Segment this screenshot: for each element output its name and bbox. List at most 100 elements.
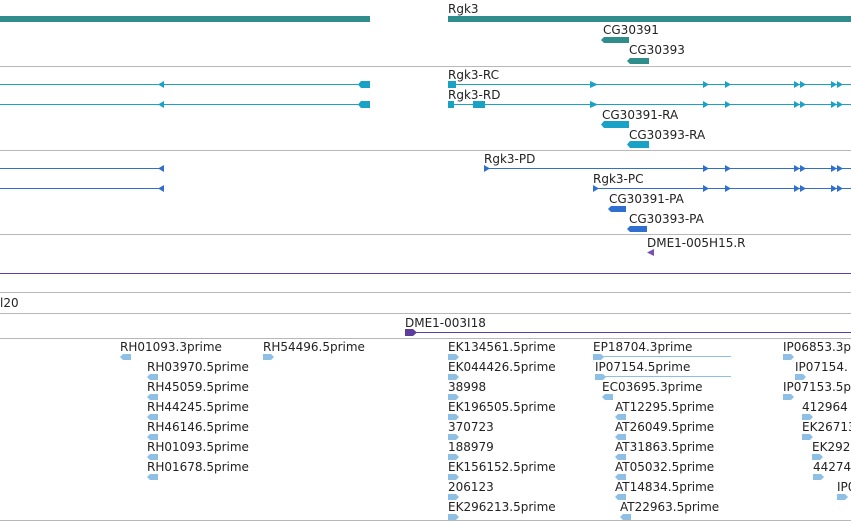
transcript-label-cg30393-ra[interactable]: CG30393-RA xyxy=(629,128,706,142)
est-glyph[interactable] xyxy=(448,434,460,440)
est-label[interactable]: 206123 xyxy=(448,480,494,494)
est-label[interactable]: RH54496.5prime xyxy=(263,340,365,354)
est-label[interactable]: 370723 xyxy=(448,420,494,434)
rgk3-rd-exon-left[interactable] xyxy=(358,101,370,108)
est-glyph[interactable] xyxy=(620,514,632,520)
est-glyph[interactable] xyxy=(795,374,807,380)
est-glyph[interactable] xyxy=(615,414,627,420)
gene-label-rgk3[interactable]: Rgk3 xyxy=(448,2,479,16)
gene-label-cg30391[interactable]: CG30391 xyxy=(603,23,659,37)
est-glyph[interactable] xyxy=(837,494,849,500)
est-label[interactable]: AT22963.5prime xyxy=(620,500,720,514)
est-glyph[interactable] xyxy=(783,394,795,400)
est-label[interactable]: AT05032.5prime xyxy=(615,460,715,474)
est-label[interactable]: RH01093.5prime xyxy=(147,440,249,454)
est-glyph[interactable] xyxy=(147,434,159,440)
est-glyph[interactable] xyxy=(147,374,159,380)
est-glyph[interactable] xyxy=(448,494,460,500)
est-label[interactable]: EK134561.5prime xyxy=(448,340,556,354)
est-glyph[interactable] xyxy=(802,434,814,440)
est-glyph[interactable] xyxy=(595,374,607,380)
est-glyph[interactable] xyxy=(448,414,460,420)
est-label[interactable]: EK292 xyxy=(812,440,851,454)
transcript-label-rgk3-rd[interactable]: Rgk3-RD xyxy=(448,88,501,102)
est-label[interactable]: RH46146.5prime xyxy=(147,420,249,434)
rgk3-rc-exons[interactable] xyxy=(448,81,851,88)
est-glyph[interactable] xyxy=(615,494,627,500)
est-label[interactable]: IP0 xyxy=(837,480,851,494)
transcript-label-cg30391-ra[interactable]: CG30391-RA xyxy=(602,108,679,122)
est-label[interactable]: RH45059.5prime xyxy=(147,380,249,394)
est-label[interactable]: RH44245.5prime xyxy=(147,400,249,414)
est-label[interactable]: AT12295.5prime xyxy=(615,400,715,414)
est-label[interactable]: 38998 xyxy=(448,380,487,394)
est-glyph[interactable] xyxy=(448,514,460,520)
est-glyph[interactable] xyxy=(615,474,627,480)
bac-clone-glyph[interactable] xyxy=(405,329,417,336)
bac-end-glyph[interactable] xyxy=(647,249,655,256)
est-glyph[interactable] xyxy=(147,474,159,480)
est-label[interactable]: AT26049.5prime xyxy=(615,420,715,434)
protein-label-cg30393-pa[interactable]: CG30393-PA xyxy=(629,212,704,226)
rgk3-pd-exons[interactable] xyxy=(484,165,851,172)
est-glyph[interactable] xyxy=(448,394,460,400)
est-glyph[interactable] xyxy=(147,454,159,460)
est-label[interactable]: AT14834.5prime xyxy=(615,480,715,494)
rgk3-pc-exons[interactable] xyxy=(593,185,851,192)
rgk3-rd-exons[interactable] xyxy=(448,101,851,108)
est-glyph[interactable] xyxy=(783,354,795,360)
cg30393-ra-exon[interactable] xyxy=(627,141,651,148)
est-glyph[interactable] xyxy=(120,354,132,360)
est-glyph[interactable] xyxy=(615,454,627,460)
cg30393-gene-glyph[interactable] xyxy=(627,58,651,64)
est-label[interactable]: 412964 xyxy=(802,400,848,414)
est-glyph[interactable] xyxy=(147,394,159,400)
bac-clone-label[interactable]: DME1-003I18 xyxy=(405,316,486,330)
est-label[interactable]: AT31863.5prime xyxy=(615,440,715,454)
est-label[interactable]: EK26713 xyxy=(802,420,851,434)
est-label[interactable]: EK196505.5prime xyxy=(448,400,556,414)
est-glyph[interactable] xyxy=(448,354,460,360)
cg30391-pa-glyph[interactable] xyxy=(608,206,628,212)
est-label[interactable]: IP07153.5p xyxy=(783,380,851,394)
gene-label-cg30393[interactable]: CG30393 xyxy=(629,43,685,57)
arrow-left-icon xyxy=(158,81,164,88)
rgk3-gene-bar-left[interactable] xyxy=(0,16,370,22)
rgk3-rc-exon-left[interactable] xyxy=(358,81,370,88)
est-glyph[interactable] xyxy=(802,414,814,420)
est-label[interactable]: EK156152.5prime xyxy=(448,460,556,474)
est-glyph[interactable] xyxy=(602,394,614,400)
protein-label-cg30391-pa[interactable]: CG30391-PA xyxy=(609,192,684,206)
est-label[interactable]: IP07154. xyxy=(795,360,848,374)
est-label[interactable]: EP18704.3prime xyxy=(593,340,693,354)
est-label[interactable]: EC03695.3prime xyxy=(602,380,703,394)
est-label[interactable]: EK044426.5prime xyxy=(448,360,556,374)
bac-clone-label-partial[interactable]: l20 xyxy=(0,296,19,310)
bac-end-label[interactable]: DME1-005H15.R xyxy=(647,236,746,250)
protein-label-rgk3-pd[interactable]: Rgk3-PD xyxy=(484,152,536,166)
est-label[interactable]: 44274 xyxy=(813,460,851,474)
est-glyph[interactable] xyxy=(593,354,605,360)
est-glyph[interactable] xyxy=(812,454,824,460)
est-label[interactable]: RH01093.3prime xyxy=(120,340,222,354)
est-glyph[interactable] xyxy=(147,414,159,420)
protein-label-rgk3-pc[interactable]: Rgk3-PC xyxy=(593,172,644,186)
est-label[interactable]: EK296213.5prime xyxy=(448,500,556,514)
cg30391-ra-exon[interactable] xyxy=(601,121,631,128)
est-label[interactable]: 188979 xyxy=(448,440,494,454)
est-glyph[interactable] xyxy=(263,354,275,360)
est-glyph[interactable] xyxy=(448,454,460,460)
est-glyph[interactable] xyxy=(448,374,460,380)
est-glyph[interactable] xyxy=(448,474,460,480)
cg30391-gene-glyph[interactable] xyxy=(601,37,631,43)
est-label[interactable]: RH03970.5prime xyxy=(147,360,249,374)
est-glyph[interactable] xyxy=(615,434,627,440)
est-glyph[interactable] xyxy=(813,474,825,480)
est-label[interactable]: IP06853.3p xyxy=(783,340,851,354)
rgk3-gene-bar[interactable] xyxy=(448,16,851,22)
est-label[interactable]: IP07154.5prime xyxy=(595,360,691,374)
est-label[interactable]: RH01678.5prime xyxy=(147,460,249,474)
transcript-label-rgk3-rc[interactable]: Rgk3-RC xyxy=(448,68,499,82)
cg30393-pa-glyph[interactable] xyxy=(627,226,649,232)
